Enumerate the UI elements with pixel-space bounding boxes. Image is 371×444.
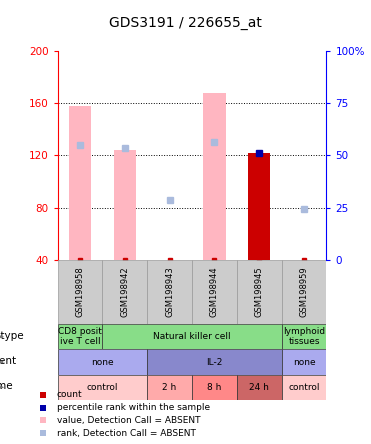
Bar bbox=[147, 260, 192, 324]
Text: GSM198942: GSM198942 bbox=[120, 266, 129, 317]
Text: control: control bbox=[288, 383, 320, 392]
Bar bbox=[237, 260, 282, 324]
Bar bbox=[147, 349, 282, 375]
Text: percentile rank within the sample: percentile rank within the sample bbox=[56, 403, 210, 412]
Text: 8 h: 8 h bbox=[207, 383, 221, 392]
Text: 2 h: 2 h bbox=[162, 383, 177, 392]
Bar bbox=[58, 260, 102, 324]
Bar bbox=[58, 349, 147, 375]
Text: IL-2: IL-2 bbox=[206, 357, 223, 367]
Bar bbox=[237, 375, 282, 400]
Text: lymphoid
tissues: lymphoid tissues bbox=[283, 327, 325, 346]
Bar bbox=[114, 150, 136, 260]
Text: agent: agent bbox=[0, 356, 16, 366]
Text: 24 h: 24 h bbox=[249, 383, 269, 392]
Bar bbox=[58, 324, 102, 349]
Text: time: time bbox=[0, 381, 13, 391]
Text: GSM198958: GSM198958 bbox=[75, 266, 85, 317]
Bar bbox=[147, 375, 192, 400]
Text: GSM198944: GSM198944 bbox=[210, 266, 219, 317]
Bar bbox=[203, 93, 226, 260]
Bar bbox=[102, 324, 282, 349]
Text: GDS3191 / 226655_at: GDS3191 / 226655_at bbox=[109, 16, 262, 30]
Text: none: none bbox=[293, 357, 315, 367]
Bar bbox=[192, 260, 237, 324]
Bar bbox=[102, 260, 147, 324]
Bar bbox=[282, 349, 326, 375]
Text: rank, Detection Call = ABSENT: rank, Detection Call = ABSENT bbox=[56, 428, 196, 438]
Text: value, Detection Call = ABSENT: value, Detection Call = ABSENT bbox=[56, 416, 200, 425]
Bar bbox=[192, 375, 237, 400]
Text: GSM198959: GSM198959 bbox=[299, 266, 309, 317]
Text: GSM198945: GSM198945 bbox=[255, 266, 264, 317]
Text: control: control bbox=[86, 383, 118, 392]
Text: count: count bbox=[56, 390, 82, 400]
Text: GSM198943: GSM198943 bbox=[165, 266, 174, 317]
Bar bbox=[282, 375, 326, 400]
Text: Natural killer cell: Natural killer cell bbox=[153, 332, 231, 341]
Text: CD8 posit
ive T cell: CD8 posit ive T cell bbox=[58, 327, 102, 346]
Bar bbox=[282, 324, 326, 349]
Bar bbox=[282, 260, 326, 324]
Text: cell type: cell type bbox=[0, 330, 24, 341]
Bar bbox=[58, 375, 147, 400]
Text: none: none bbox=[91, 357, 114, 367]
Bar bbox=[69, 106, 91, 260]
Bar bbox=[248, 153, 270, 260]
